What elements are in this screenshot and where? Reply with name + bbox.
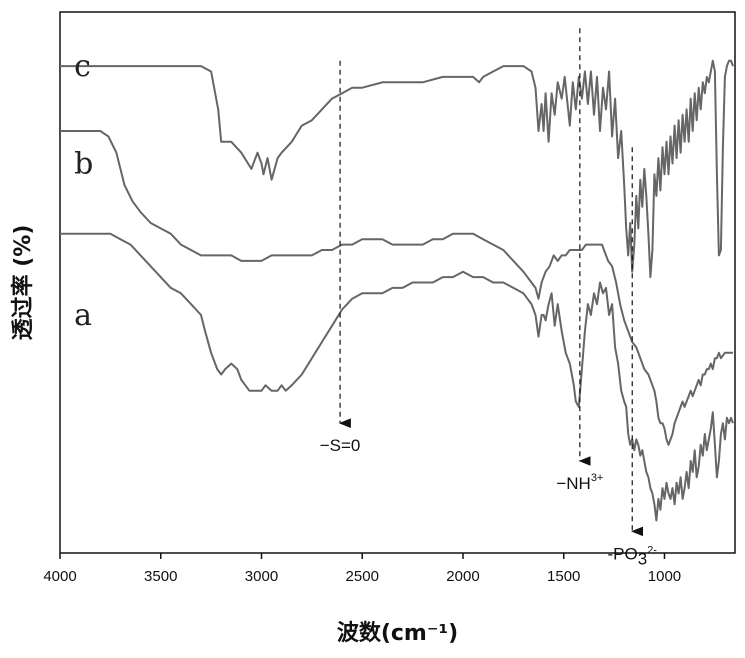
x-tick-label: 2000 — [446, 568, 479, 585]
curve-label-c: c — [74, 49, 91, 84]
x-tick-label: 3500 — [144, 568, 177, 585]
x-tick-label: 1000 — [648, 568, 681, 585]
annotation-label: -PO32- — [607, 544, 657, 568]
x-axis-ticks: 4000 3500 3000 2500 2000 1500 1000 — [43, 553, 681, 585]
x-axis-title: 波数(cm⁻¹) — [337, 620, 458, 646]
curve-labels: c b a — [74, 49, 93, 333]
x-tick-label: 3000 — [245, 568, 278, 585]
x-tick-label: 2500 — [346, 568, 379, 585]
curve-label-a: a — [74, 298, 92, 333]
y-axis-title: 透过率 (%) — [10, 225, 36, 341]
x-tick-label: 1500 — [547, 568, 580, 585]
curve-label-b: b — [74, 146, 93, 181]
spectrum-curves — [60, 61, 733, 521]
annotation-label: −NH3+ — [556, 472, 603, 493]
annotation-label: −S=0 — [320, 436, 361, 455]
x-tick-label: 4000 — [43, 568, 76, 585]
plot-frame — [60, 12, 735, 553]
